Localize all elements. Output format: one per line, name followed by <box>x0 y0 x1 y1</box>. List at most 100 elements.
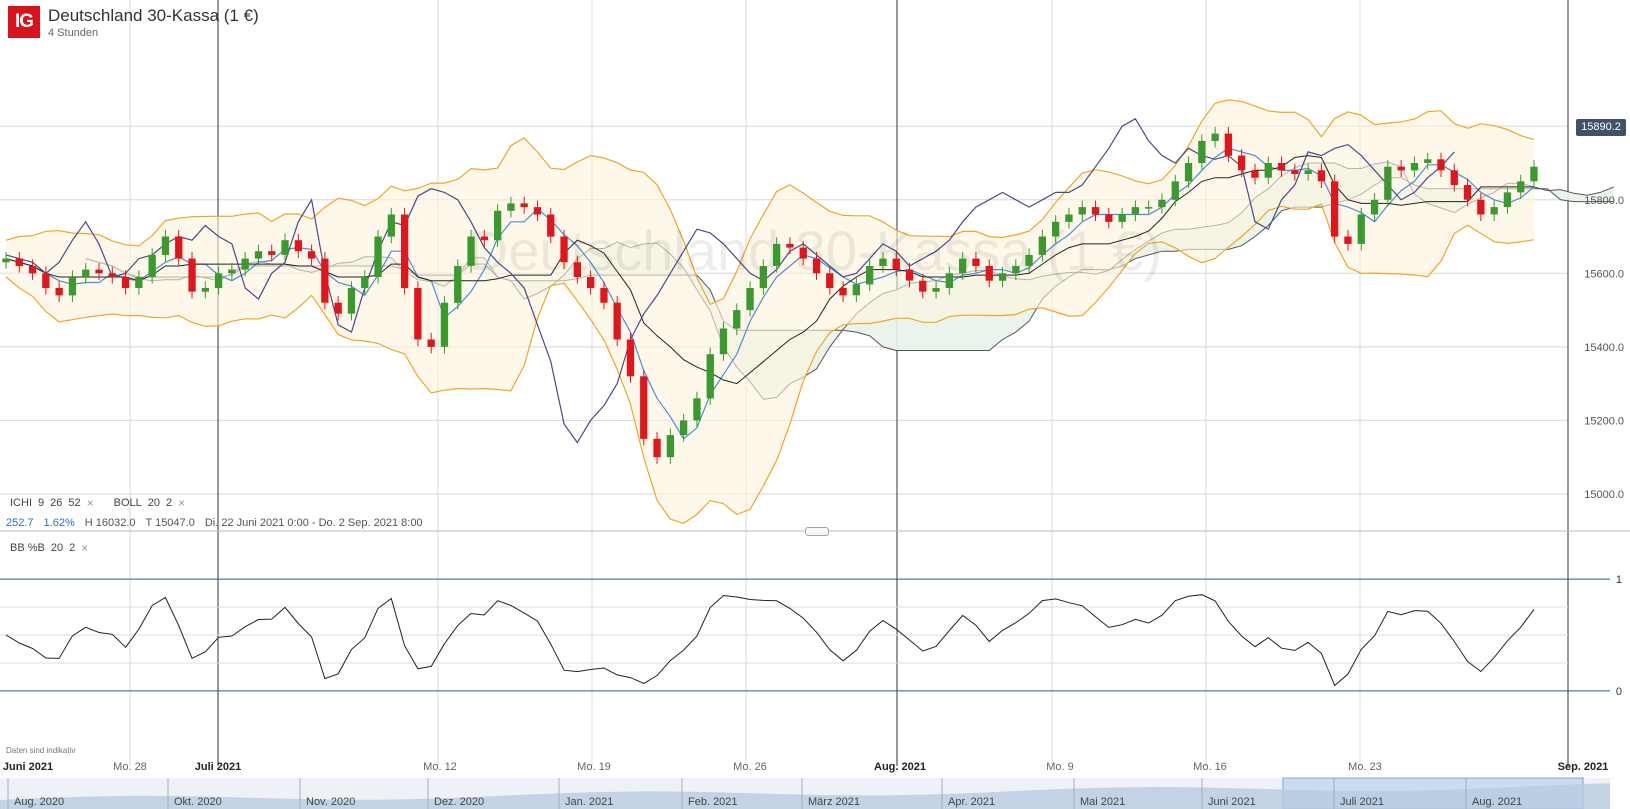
candle-body <box>1344 236 1352 244</box>
drag-handle-icon[interactable] <box>805 527 829 536</box>
candle-body <box>1277 163 1286 171</box>
candle-body <box>68 277 77 296</box>
navigator-label: Dez. 2020 <box>434 796 484 808</box>
candle-body <box>587 277 595 288</box>
candle-body <box>985 266 993 281</box>
candle-body <box>1184 163 1193 182</box>
candle-body <box>387 214 395 237</box>
candle-body <box>427 339 435 347</box>
x-tick-label: Mo. 28 <box>113 761 147 773</box>
x-tick-label: Sep. 2021 <box>1558 761 1609 773</box>
candle-body <box>1238 155 1246 171</box>
change-value: 252.7 <box>6 517 34 529</box>
bbpb-label[interactable]: BB %B <box>10 542 45 554</box>
candle-body <box>334 302 342 314</box>
ichi-param-3: 52 <box>68 497 81 509</box>
x-tick-label: Mo. 9 <box>1046 761 1074 773</box>
ichi-label[interactable]: ICHI <box>10 497 32 509</box>
candle-body <box>321 258 329 303</box>
navigator-label: Feb. 2021 <box>688 796 738 808</box>
candle-body <box>520 203 528 208</box>
navigator-label: Juli 2021 <box>1340 796 1384 808</box>
candle-body <box>879 258 887 266</box>
candle-body <box>905 269 914 281</box>
candle-body <box>42 273 50 288</box>
candle-body <box>1025 254 1033 266</box>
candle-body <box>1145 207 1153 209</box>
candle-body <box>1304 170 1312 174</box>
candle-body <box>959 258 967 274</box>
candle-body <box>281 240 289 255</box>
boll-param-2: 2 <box>166 497 173 509</box>
boll-param-1: 20 <box>147 497 161 509</box>
candle-body <box>1198 140 1206 163</box>
close-icon[interactable]: × <box>178 496 186 510</box>
candle-body <box>759 266 767 289</box>
candle-body <box>228 269 236 274</box>
candle-body <box>1091 207 1100 215</box>
candle-body <box>401 214 409 289</box>
bollinger-bands <box>5 99 1535 525</box>
candle-body <box>1370 199 1379 215</box>
ichi-param-1: 9 <box>38 497 45 509</box>
candle-body <box>467 236 475 266</box>
candle-body <box>746 288 754 311</box>
candle-body <box>972 258 980 266</box>
y-tick-label: 15000.0 <box>1584 489 1624 501</box>
candle-body <box>839 288 847 296</box>
x-tick-label: Mo. 26 <box>733 761 767 773</box>
candle-body <box>254 251 263 259</box>
candle-body <box>121 277 130 288</box>
candle-body <box>1065 214 1073 222</box>
candle-body <box>1224 133 1232 156</box>
candle-body <box>653 438 661 458</box>
navigator: Aug. 2020 Okt. 2020 Nov. 2020 Dez. 2020 Jan.… <box>0 777 1610 809</box>
candle-body <box>919 280 927 292</box>
candle-body <box>374 236 382 277</box>
bbpb-param-1: 20 <box>50 542 64 554</box>
candle-body <box>82 269 90 277</box>
candle-body <box>15 258 23 266</box>
candle-body <box>1317 170 1326 182</box>
candle-body <box>1158 199 1166 208</box>
candle-body <box>175 236 183 259</box>
candle-body <box>494 210 502 241</box>
y-tick-label: 15400.0 <box>1584 342 1624 354</box>
candle-body <box>1118 214 1126 222</box>
candle-body <box>706 354 714 399</box>
candle-body <box>347 288 356 314</box>
candle-body <box>640 376 648 439</box>
candle-body <box>1410 163 1419 171</box>
candle-body <box>1450 170 1458 185</box>
ig-logo: IG <box>8 6 40 38</box>
stats-row: 252.7 1.62% H 16032.0 T 15047.0 Di. 22 J… <box>6 517 423 529</box>
close-icon[interactable]: × <box>86 496 94 510</box>
candle-body <box>507 203 515 211</box>
candle-body <box>135 277 143 288</box>
candle-body <box>719 328 728 355</box>
bb-percent-b-panel: 01 <box>0 574 1622 698</box>
candle-body <box>1078 207 1086 215</box>
candle-body <box>1264 163 1272 178</box>
candle-body <box>1397 166 1405 171</box>
bollinger-upper <box>5 99 1535 306</box>
close-icon[interactable]: × <box>81 541 89 555</box>
change-percent: 1.62% <box>43 517 75 529</box>
candlestick-series <box>2 126 1538 464</box>
low-value: T 15047.0 <box>145 517 195 529</box>
candle-body <box>454 266 462 303</box>
candle-body <box>480 236 488 241</box>
candle-body <box>201 288 209 292</box>
candle-body <box>1357 214 1365 244</box>
candle-body <box>600 288 608 303</box>
price-axis: 16000.015800.015600.015400.015200.015000… <box>1584 121 1624 501</box>
boll-label[interactable]: BOLL <box>113 497 142 509</box>
candle-body <box>1424 159 1432 163</box>
candle-body <box>533 207 542 215</box>
x-tick-label: Mo. 19 <box>577 761 611 773</box>
candle-body <box>626 339 635 377</box>
candle-body <box>613 302 621 340</box>
candle-body <box>773 243 781 266</box>
candle-body <box>414 288 422 340</box>
